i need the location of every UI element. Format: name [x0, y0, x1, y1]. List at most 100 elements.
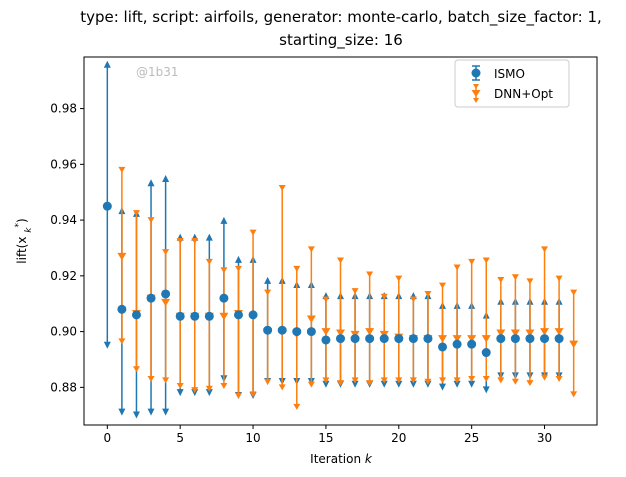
ismo-point	[233, 310, 243, 320]
dnn-point	[161, 298, 171, 307]
x-axis-ticks: 0 5 10 15 20 25 30	[103, 425, 552, 445]
dnn-error-cap-low	[191, 387, 199, 394]
dnn-point	[496, 329, 506, 337]
y-tick-label: 0.88	[50, 380, 77, 394]
dnn-error-cap-low	[322, 377, 330, 384]
dnn-error-cap-low	[205, 385, 213, 392]
dnn-point	[336, 329, 345, 337]
chart-title-line-2: starting_size: 16	[279, 31, 403, 50]
dnn-error-cap-high	[468, 258, 476, 265]
ismo-point	[423, 334, 433, 344]
y-tick-label: 0.90	[50, 325, 77, 339]
ismo-point	[452, 339, 462, 349]
dnn-error-cap-low	[380, 377, 388, 384]
ismo-point	[161, 289, 171, 299]
dnn-point	[510, 329, 520, 337]
data-markers	[102, 201, 579, 358]
dnn-error-cap-high	[162, 249, 170, 256]
ismo-point	[554, 334, 564, 344]
y-axis-ticks: 0.88 0.90 0.92 0.94 0.96 0.98	[50, 102, 84, 394]
y-axis-label: lift(x k*)	[14, 218, 34, 263]
ismo-point	[292, 327, 302, 337]
dnn-error-cap-low	[570, 391, 578, 398]
dnn-error-cap-high	[205, 258, 213, 265]
ismo-point	[379, 334, 389, 344]
dnn-point	[321, 328, 331, 336]
dnn-point	[117, 252, 127, 261]
ismo-error-cap-low	[103, 341, 111, 349]
x-tick-label: 10	[245, 431, 260, 445]
x-tick-label: 15	[318, 431, 333, 445]
ismo-error-cap-high	[162, 175, 170, 183]
dnn-error-cap-low	[366, 380, 374, 387]
dnn-error-cap-high	[409, 296, 417, 303]
ismo-point	[408, 334, 418, 344]
dnn-error-cap-low	[497, 377, 505, 384]
dnn-error-cap-high	[526, 278, 534, 285]
dnn-error-cap-high	[511, 274, 519, 281]
ismo-point	[306, 327, 316, 337]
dnn-error-cap-high	[424, 290, 432, 297]
ismo-error-cap-low	[482, 386, 490, 394]
dnn-point	[481, 335, 491, 343]
ismo-point	[525, 334, 535, 344]
chart-title-line-1: type: lift, script: airfoils, generator:…	[80, 8, 602, 27]
dnn-point	[467, 335, 477, 343]
ismo-error-cap-low	[176, 389, 184, 397]
dnn-error-cap-low	[162, 377, 170, 384]
dnn-error-cap-high	[307, 246, 315, 253]
ismo-point	[350, 334, 360, 344]
dnn-point	[540, 328, 550, 336]
ismo-point	[175, 311, 185, 321]
legend-dnn-marker	[471, 84, 481, 103]
dnn-error-cap-low	[147, 376, 155, 382]
ismo-error-cap-high	[264, 276, 272, 284]
ismo-error-cap-high	[234, 255, 242, 263]
dnn-error-cap-low	[555, 376, 563, 382]
y-tick-label: 0.98	[50, 102, 77, 116]
dnn-point	[569, 340, 579, 349]
plot-frame	[83, 56, 598, 426]
dnn-point	[554, 328, 564, 336]
watermark: @1b31	[136, 65, 179, 79]
dnn-error-cap-high	[264, 289, 272, 296]
dnn-error-cap-high	[147, 217, 155, 224]
ismo-error-cap-low	[118, 408, 126, 416]
ismo-point	[394, 334, 404, 344]
legend: ISMO DNN+Opt	[454, 59, 570, 108]
dnn-point	[525, 329, 535, 337]
ismo-error-cap-high	[220, 216, 228, 224]
ismo-error-cap-high	[147, 179, 155, 187]
dnn-error-cap-high	[380, 293, 388, 300]
legend-box	[454, 59, 570, 108]
dnn-error-cap-low	[337, 380, 344, 387]
dnn-error-cap-high	[541, 246, 549, 253]
dnn-point	[365, 328, 375, 336]
y-tick-label: 0.96	[50, 157, 77, 171]
ismo-error-cap-low	[351, 380, 359, 388]
dnn-point	[219, 312, 229, 321]
error-bars	[103, 60, 578, 419]
ismo-error-cap-high	[205, 233, 213, 241]
ismo-point	[102, 201, 112, 211]
ismo-error-cap-low	[453, 380, 461, 388]
ismo-error-cap-low	[322, 380, 330, 388]
dnn-error-cap-low	[293, 403, 301, 410]
dnn-error-cap-low	[468, 376, 476, 382]
ismo-point	[467, 339, 477, 349]
ismo-point	[248, 310, 258, 320]
ismo-point	[510, 334, 520, 344]
dnn-error-cap-low	[482, 376, 490, 382]
ismo-error-cap-low	[380, 380, 388, 388]
dnn-point	[438, 335, 448, 343]
dnn-error-cap-high	[482, 257, 490, 264]
dnn-point	[306, 315, 316, 324]
ismo-point	[263, 325, 273, 335]
y-tick-label: 0.92	[50, 269, 77, 283]
ismo-point	[496, 334, 506, 344]
dnn-error-cap-high	[439, 282, 447, 289]
ismo-point	[321, 335, 331, 345]
dnn-error-cap-low	[176, 382, 184, 389]
dnn-error-cap-high	[497, 277, 505, 284]
